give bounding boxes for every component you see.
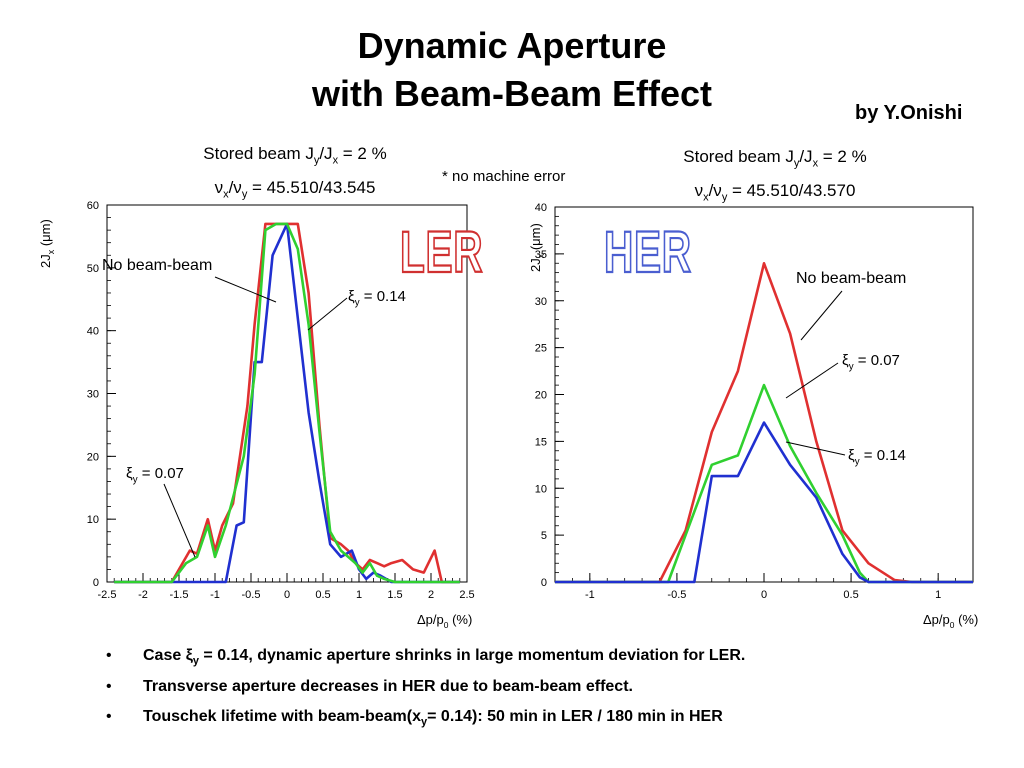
- y-tick-label: 0: [93, 577, 99, 589]
- x-axis-title: Δp/p0 (%): [417, 612, 472, 630]
- no-machine-error-note: * no machine error: [442, 168, 566, 185]
- y-tick-label: 25: [535, 343, 547, 355]
- y-axis-title: 2Jx (μm): [528, 223, 546, 272]
- annotation-leader-nobb: [800, 290, 843, 341]
- x-tick-label: -0.5: [667, 589, 686, 601]
- y-tick-label: 50: [87, 263, 99, 275]
- annotation-leader-xi014: [307, 297, 348, 331]
- series-line-0: [555, 261, 973, 584]
- y-tick-label: 0: [541, 577, 547, 589]
- series-line-1: [555, 383, 973, 584]
- x-tick-label: 0: [761, 589, 767, 601]
- x-tick-label: 0: [284, 589, 290, 601]
- title-line-2: with Beam-Beam Effect: [311, 73, 713, 114]
- her-conditions: Stored beam Jy/Jx = 2 % νx/νy = 45.510/4…: [630, 143, 920, 212]
- x-tick-label: 2.5: [459, 589, 474, 601]
- annotation-leader-nobb: [214, 276, 277, 303]
- x-tick-label: 0.5: [843, 589, 858, 601]
- x-tick-label: -1: [210, 589, 220, 601]
- author-byline: by Y.Onishi: [855, 102, 963, 124]
- y-tick-label: 60: [87, 200, 99, 212]
- chart-logo-her: HER: [604, 220, 692, 285]
- annotation-leader-xi007: [785, 362, 839, 399]
- x-tick-label: 1.5: [387, 589, 402, 601]
- annotation-nobb: No beam-beam: [102, 257, 212, 274]
- bullet-item: Transverse aperture decreases in HER due…: [106, 677, 1006, 697]
- bullet-item: Touschek lifetime with beam-beam(xy= 0.1…: [106, 707, 1006, 732]
- y-tick-label: 10: [535, 483, 547, 495]
- charts-canvas: -2.5 -2 -1.5 -1 -0.5 0 0.5 1 1.5 2 2.5010203040506…: [38, 200, 978, 630]
- y-tick-label: 15: [535, 436, 547, 448]
- annotation-xi007: ξy = 0.07: [126, 465, 184, 486]
- ler-tune: νx/νy = 45.510/43.545: [214, 178, 376, 201]
- ler-conditions: Stored beam Jy/Jx = 2 % νx/νy = 45.510/4…: [150, 140, 440, 209]
- y-axis-title: 2Jx (μm): [38, 219, 56, 268]
- annotation-xi007: ξy = 0.07: [842, 352, 900, 373]
- y-tick-label: 5: [541, 530, 547, 542]
- title-line-1: Dynamic Aperture: [357, 25, 667, 66]
- series-line-2: [555, 421, 973, 584]
- x-tick-label: 1: [356, 589, 362, 601]
- bullet-item: Case ξy = 0.14, dynamic aperture shrinks…: [106, 646, 1006, 671]
- x-tick-label: 1: [935, 589, 941, 601]
- y-tick-label: 30: [87, 389, 99, 401]
- x-tick-label: 0.5: [315, 589, 330, 601]
- y-tick-label: 10: [87, 514, 99, 526]
- annotation-nobb: No beam-beam: [796, 270, 906, 287]
- x-tick-label: -2: [138, 589, 148, 601]
- x-tick-label: 2: [428, 589, 434, 601]
- her-stored-beam: Stored beam Jy/Jx = 2 %: [683, 147, 867, 170]
- series-line-2: [114, 222, 460, 584]
- y-tick-label: 30: [535, 296, 547, 308]
- annotation-leader-xi007: [163, 483, 196, 558]
- y-tick-label: 20: [535, 390, 547, 402]
- y-tick-label: 40: [87, 326, 99, 338]
- x-tick-label: -1.5: [170, 589, 189, 601]
- series-line-1: [114, 222, 460, 584]
- summary-bullets: Case ξy = 0.14, dynamic aperture shrinks…: [106, 646, 1006, 738]
- x-tick-label: -1: [585, 589, 595, 601]
- y-tick-label: 40: [535, 202, 547, 214]
- chart-logo-ler: LER: [400, 220, 483, 285]
- page-title: Dynamic Aperture with Beam-Beam Effect: [0, 22, 1024, 118]
- y-tick-label: 20: [87, 451, 99, 463]
- chart-ler: -2.5 -2 -1.5 -1 -0.5 0 0.5 1 1.5 2 2.5 0 10 20 30 40 50 6…: [87, 200, 475, 601]
- annotation-xi014: ξy = 0.14: [848, 447, 906, 468]
- x-tick-label: -2.5: [98, 589, 117, 601]
- y-tick-label: 35: [535, 249, 547, 261]
- x-axis-title: Δp/p0 (%): [923, 612, 978, 630]
- annotation-xi014: ξy = 0.14: [348, 288, 406, 309]
- ler-stored-beam: Stored beam Jy/Jx = 2 %: [203, 144, 387, 167]
- annotation-leader-xi014: [785, 441, 846, 456]
- her-tune: νx/νy = 45.510/43.570: [694, 181, 856, 204]
- x-tick-label: -0.5: [242, 589, 261, 601]
